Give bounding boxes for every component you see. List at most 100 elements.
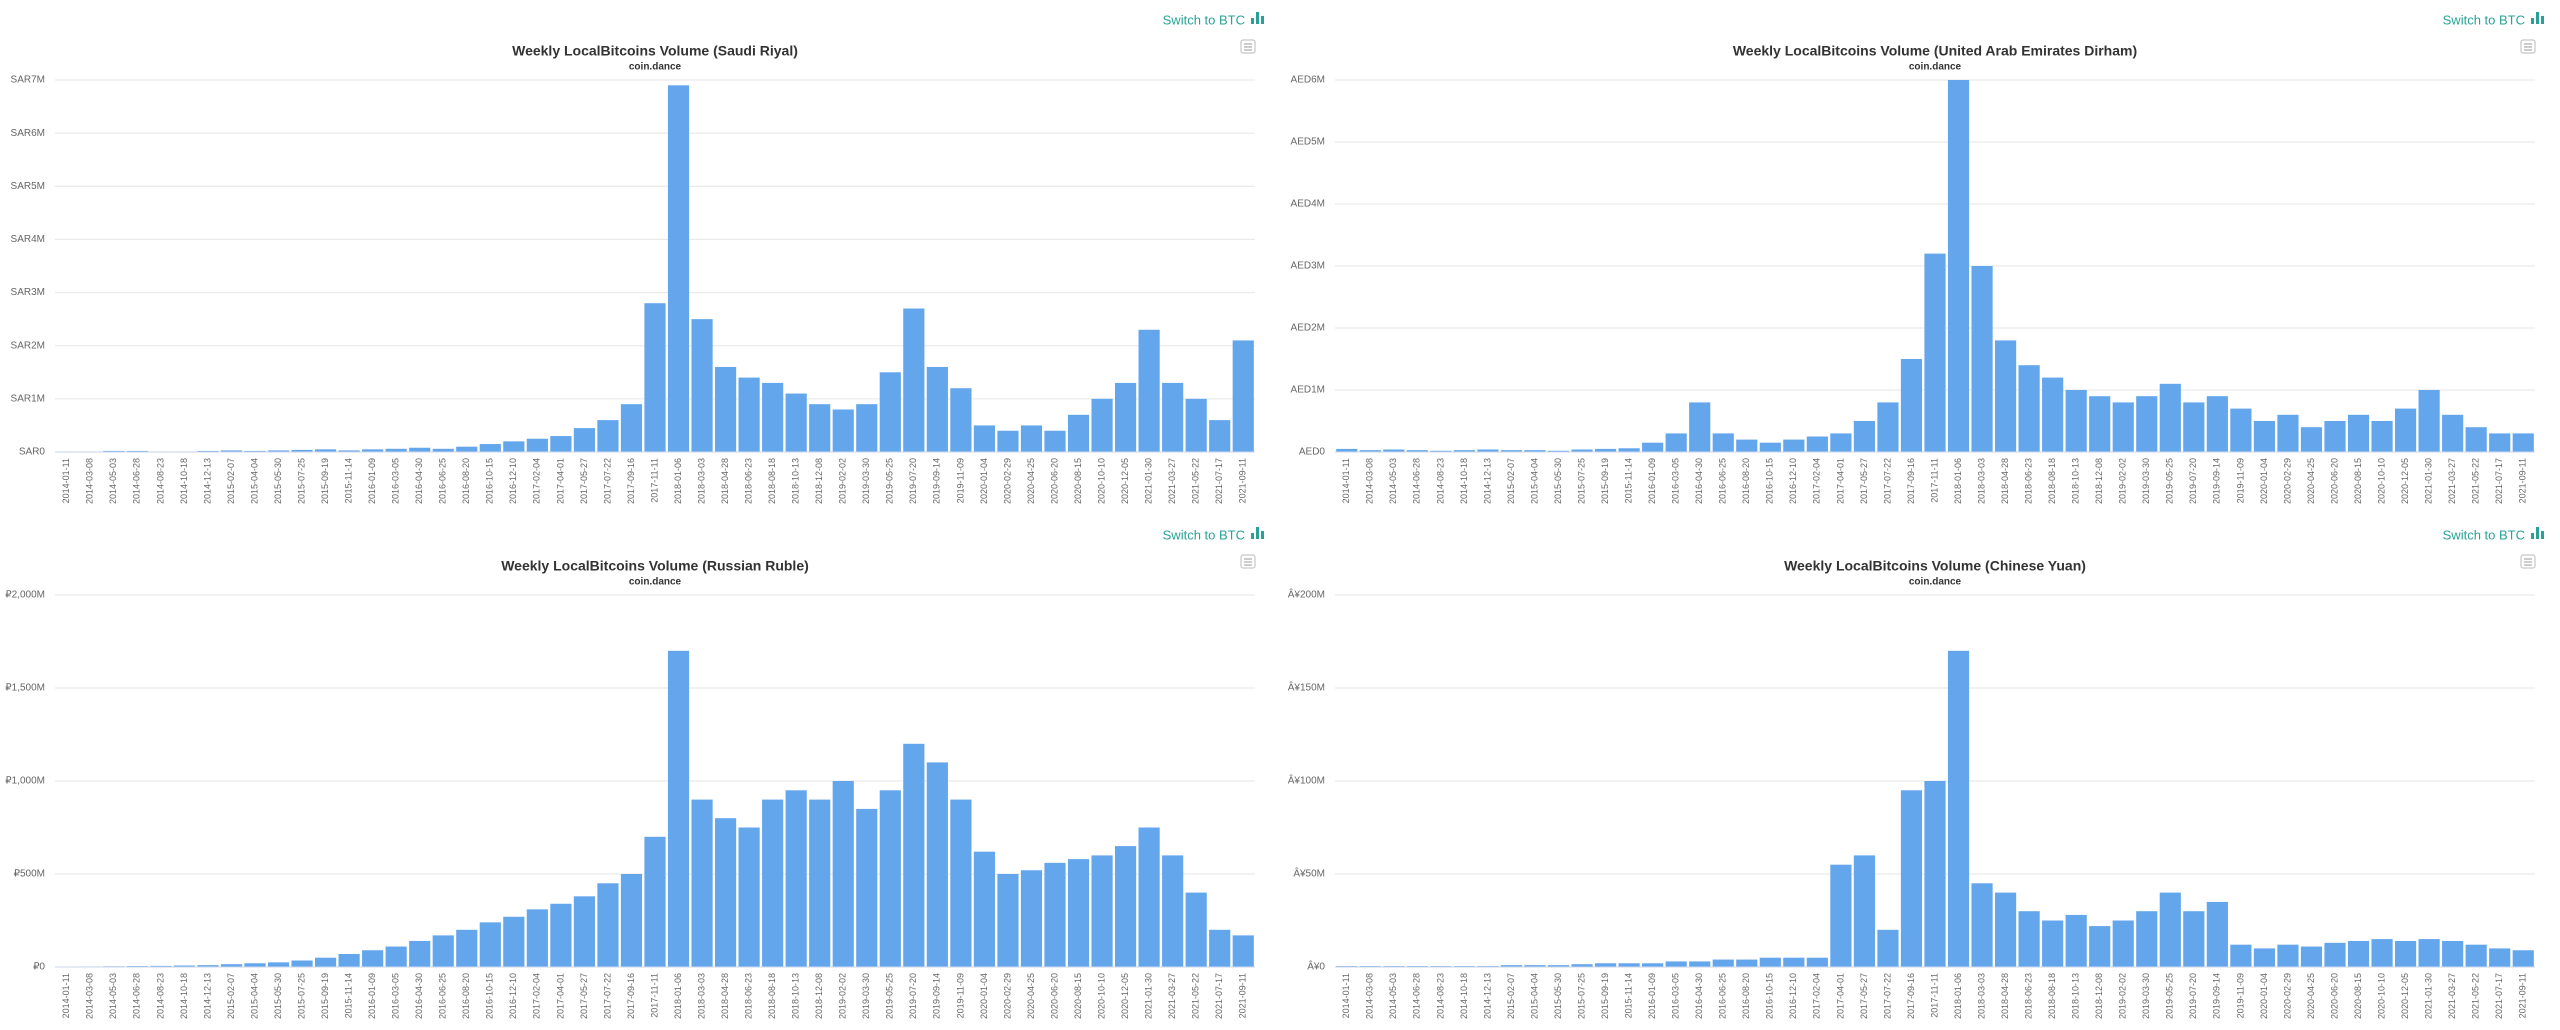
x-tick-label: 2019-02-02 [838,458,848,504]
y-tick-label: ₽1,500M [5,683,45,694]
bar [526,909,548,967]
bar [1924,253,1946,452]
bar [1783,957,1805,967]
switch-link[interactable]: Switch to BTC [2443,12,2525,27]
x-tick-label: 2017-07-22 [1882,973,1892,1019]
bar [1091,855,1113,967]
x-tick-label: 2017-07-22 [602,458,612,504]
bar [150,965,172,967]
bar [1971,883,1993,967]
switch-link[interactable]: Switch to BTC [1163,12,1245,27]
x-tick-label: 2015-05-30 [1553,458,1563,504]
bar [2089,926,2111,967]
switch-icon[interactable] [1251,527,1264,539]
x-tick-label: 2019-09-14 [932,973,942,1019]
bar [1185,892,1207,967]
x-tick-label: 2019-03-30 [861,973,871,1019]
x-tick-label: 2020-12-05 [2400,973,2410,1019]
x-tick-label: 2014-08-23 [1435,458,1445,504]
x-tick-label: 2014-10-18 [1459,973,1469,1019]
bar [550,436,572,452]
bar [1383,449,1405,452]
x-tick-label: 2016-03-05 [1671,458,1681,504]
bar [856,808,878,967]
x-tick-label: 2019-11-09 [2235,458,2245,503]
y-tick-label: SAR7M [11,75,45,86]
switch-icon[interactable] [1251,12,1264,24]
x-tick-label: 2015-09-19 [320,458,330,504]
x-tick-label: 2014-05-03 [108,973,118,1019]
bar [1947,650,1970,967]
bar [2300,427,2323,452]
bar [2347,414,2370,452]
bar [2183,911,2205,967]
x-tick-label: 2015-05-30 [1553,973,1563,1019]
x-tick-label: 2021-07-17 [1214,458,1224,504]
x-tick-label: 2015-02-07 [226,973,236,1019]
bar [197,965,219,967]
icon-bar [1251,18,1254,24]
x-tick-label: 2018-10-13 [791,973,801,1019]
x-tick-label: 2017-05-27 [579,458,589,504]
x-tick-label: 2016-12-10 [1788,458,1798,504]
bar [173,965,195,967]
x-tick-label: 2019-09-14 [932,458,942,504]
bar [2230,408,2252,452]
x-tick-label: 2018-06-23 [2023,458,2033,504]
x-tick-label: 2019-03-30 [861,458,871,504]
bar [267,962,290,967]
menu-button[interactable] [2520,554,2536,569]
switch-icon[interactable] [2531,12,2544,24]
switch-link[interactable]: Switch to BTC [1163,527,1245,542]
chart-panel: Weekly LocalBitcoins Volume (Saudi Riyal… [11,12,1264,504]
x-tick-label: 2021-05-22 [1191,458,1201,504]
x-tick-label: 2018-08-18 [2047,973,2057,1019]
x-tick-label: 2021-05-22 [1191,973,1201,1019]
bar [644,836,666,967]
bar [362,950,384,967]
bar [1759,957,1781,967]
switch-link[interactable]: Switch to BTC [2443,527,2525,542]
x-tick-label: 2016-01-09 [367,458,377,504]
y-tick-label: AED1M [1291,385,1325,396]
bar [1500,965,1523,967]
menu-button[interactable] [1240,39,1256,54]
x-tick-label: 2017-04-01 [1835,973,1845,1019]
bar [220,964,243,967]
bar [667,85,690,453]
x-tick-label: 2020-08-15 [1073,973,1083,1019]
switch-icon[interactable] [2531,527,2544,539]
x-tick-label: 2017-05-27 [1859,458,1869,504]
bar [2136,911,2158,967]
bar [597,420,619,452]
x-tick-label: 2018-06-23 [2023,973,2033,1019]
x-tick-label: 2016-06-25 [1718,458,1728,504]
bar [2465,944,2487,967]
x-tick-label: 2016-06-25 [438,973,448,1019]
menu-button[interactable] [1240,554,1256,569]
x-tick-label: 2020-10-10 [1096,973,1106,1019]
x-tick-label: 2016-08-20 [461,973,471,1019]
x-tick-label: 2015-04-04 [249,973,259,1019]
y-tick-label: AED2M [1291,323,1325,334]
x-tick-label: 2018-01-06 [673,973,683,1019]
x-tick-label: 2021-05-22 [2471,458,2481,504]
bar [1091,398,1113,452]
y-tick-label: SAR5M [11,181,45,192]
x-tick-label: 2018-08-18 [2047,458,2057,504]
x-tick-label: 2016-08-20 [1741,458,1751,504]
x-tick-label: 2016-03-05 [391,973,401,1019]
x-tick-label: 2021-03-27 [2447,973,2457,1019]
x-tick-label: 2017-07-22 [602,973,612,1019]
x-tick-label: 2017-05-27 [1859,973,1869,1019]
x-tick-label: 2016-04-30 [1694,458,1704,504]
menu-button[interactable] [2520,39,2536,54]
x-tick-label: 2019-07-20 [2188,458,2198,504]
x-tick-label: 2016-08-20 [461,458,471,504]
y-tick-label: AED5M [1291,137,1325,148]
x-tick-label: 2015-02-07 [226,458,236,504]
x-tick-label: 2018-04-28 [720,973,730,1019]
x-tick-label: 2014-01-11 [1341,973,1351,1018]
x-tick-label: 2014-10-18 [179,458,189,504]
bar [2042,920,2064,967]
